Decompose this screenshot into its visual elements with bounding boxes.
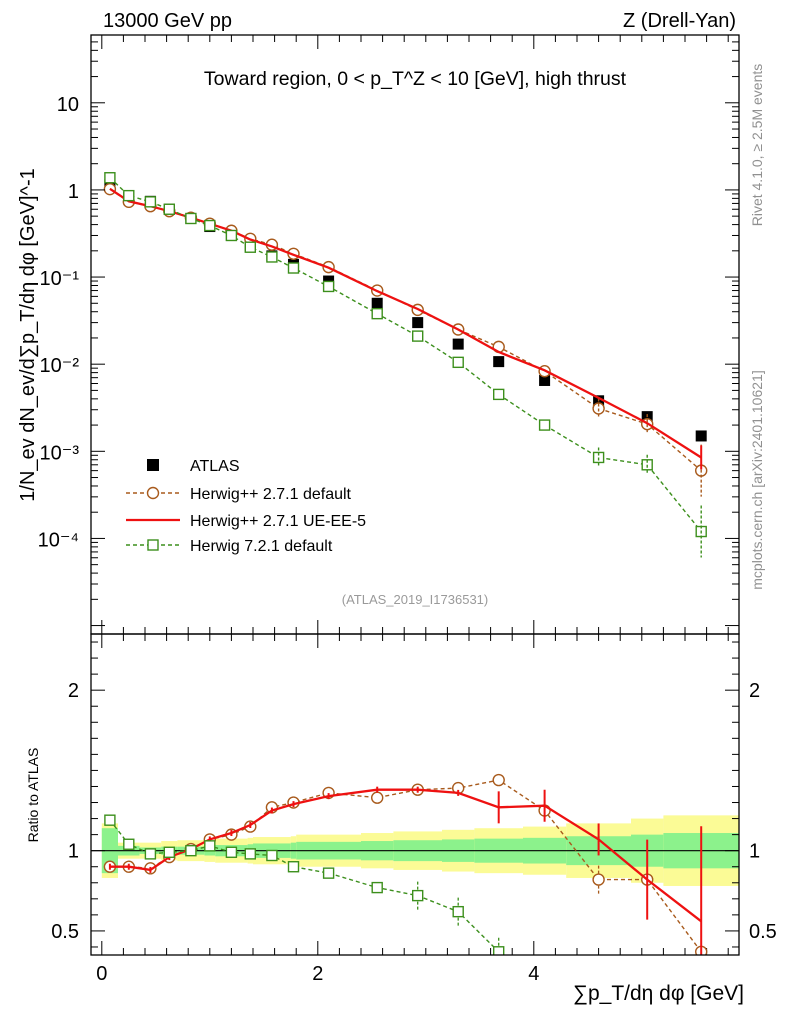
- main-ylabel: 1/N_ev dN_ev/d∑p_T/dη dφ [GeV]^-1: [17, 168, 39, 501]
- herwig7-point: [204, 219, 216, 232]
- herwig7-line: [109, 177, 702, 532]
- ratio-herwig7-point: [371, 881, 383, 894]
- y-tick-label: 10⁻¹: [40, 268, 80, 290]
- ratio-herwig7-point: [225, 846, 238, 858]
- legend-atlas-marker: [147, 459, 159, 471]
- x-tick-label: 0: [96, 963, 107, 985]
- ratio-y-tick-label-right: 1: [749, 841, 760, 863]
- legend-label: Herwig++ 2.7.1 UE-EE-5: [190, 513, 366, 530]
- ratio-herwig7-point: [123, 838, 135, 850]
- herwig7-point: [144, 196, 157, 208]
- herwig7-point: [322, 280, 335, 293]
- atlas-point: [493, 356, 505, 368]
- herwig7-point: [185, 212, 197, 225]
- main-title: Toward region, 0 < p_T^Z < 10 [GeV], hig…: [204, 68, 627, 90]
- ratio-herwig7-point: [287, 861, 300, 873]
- herwig7-point: [452, 356, 464, 369]
- atlas-point: [412, 317, 424, 329]
- ue-ee5-line: [109, 187, 702, 459]
- y-tick-label: 10⁻³: [40, 442, 80, 464]
- ratio-herwig7-point: [204, 840, 216, 852]
- y-tick-label: 10⁻⁴: [38, 529, 79, 551]
- ratio-herwig7-point: [493, 946, 505, 955]
- ratio-panel: 0.5 0.5 1 1 2 2 0 2 4 Ratio to ATLAS ∑p_T/dη dφ …: [25, 633, 777, 1005]
- herwig7-point: [104, 172, 116, 184]
- ratio-herwig7-point: [266, 849, 278, 862]
- header-left: 13000 GeV pp: [103, 10, 232, 32]
- atlas-point: [539, 374, 551, 386]
- ratio-herwig7-point: [185, 844, 197, 857]
- x-tick-label: 2: [312, 963, 323, 985]
- ratio-ylabel: Ratio to ATLAS: [25, 748, 41, 843]
- ratio-frame: [90, 633, 740, 956]
- rivet-label: Rivet 4.1.0, ≥ 2.5M events: [749, 64, 765, 227]
- ratio-herwig7-point: [412, 889, 424, 902]
- ratio-y-tick-label-right: 2: [749, 680, 760, 702]
- atlas-point: [695, 430, 707, 442]
- ratio-xlabel: ∑p_T/dη dφ [GeV]: [573, 982, 744, 1005]
- herwig7-point: [163, 203, 176, 215]
- herwig7-point: [123, 189, 135, 202]
- ratio-y-tick-label: 0.5: [51, 921, 79, 943]
- ratio-plot-area: [91, 773, 739, 955]
- ratio-axes: 0.5 0.5 1 1 2 2 0 2 4: [51, 641, 777, 985]
- ratio-herwig7-point: [163, 846, 176, 858]
- ratio-herwig-default-point: [492, 773, 505, 787]
- y-tick-label: 10⁻²: [40, 355, 80, 377]
- main-plot-area: [103, 172, 708, 558]
- ratio-herwig7-point: [144, 848, 157, 860]
- herwig7-point: [287, 262, 300, 274]
- analysis-label: (ATLAS_2019_I1736531): [342, 592, 488, 607]
- herwig7-point: [225, 229, 238, 242]
- ratio-y-tick-label-right: 0.5: [749, 921, 777, 943]
- legend: ATLAS Herwig++ 2.7.1 default Herwig++ 2.7.…: [126, 458, 366, 555]
- herwig7-point: [538, 419, 551, 431]
- main-axes: 10⁻⁴ 10⁻³ 10⁻² 10⁻¹ 1 10: [38, 34, 739, 955]
- ratio-herwig7-point: [452, 905, 464, 918]
- header-right: Z (Drell-Yan): [623, 10, 736, 32]
- ratio-herwig7-point: [244, 848, 257, 860]
- herwig7-point: [371, 307, 383, 320]
- ratio-y-tick-label: 1: [68, 841, 79, 863]
- legend-label: Herwig++ 2.7.1 default: [190, 486, 352, 503]
- legend-label: ATLAS: [190, 458, 240, 475]
- ratio-herwig7-point: [104, 814, 116, 826]
- ratio-herwig-default-point: [371, 791, 384, 804]
- y-tick-label: 10: [57, 94, 79, 116]
- herwig7-point: [493, 388, 505, 401]
- herwig7-point: [244, 241, 257, 253]
- atlas-point: [371, 297, 383, 309]
- mcplots-label: mcplots.cern.ch [arXiv:2401.10621]: [749, 370, 765, 589]
- atlas-point: [452, 338, 464, 350]
- main-panel: Toward region, 0 < p_T^Z < 10 [GeV], hig…: [17, 34, 740, 955]
- legend-label: Herwig 7.2.1 default: [190, 538, 333, 555]
- legend-circle-marker: [146, 486, 160, 500]
- herwig7-point: [266, 251, 278, 263]
- herwig-default-line: [109, 188, 702, 472]
- ratio-herwig7-point: [322, 867, 335, 879]
- y-tick-label: 1: [68, 181, 79, 203]
- ratio-herwig-default-point: [592, 873, 605, 886]
- legend-square-marker: [147, 539, 159, 551]
- herwig7-point: [412, 330, 424, 342]
- ratio-y-tick-label: 2: [68, 680, 79, 702]
- x-tick-label: 4: [528, 963, 539, 985]
